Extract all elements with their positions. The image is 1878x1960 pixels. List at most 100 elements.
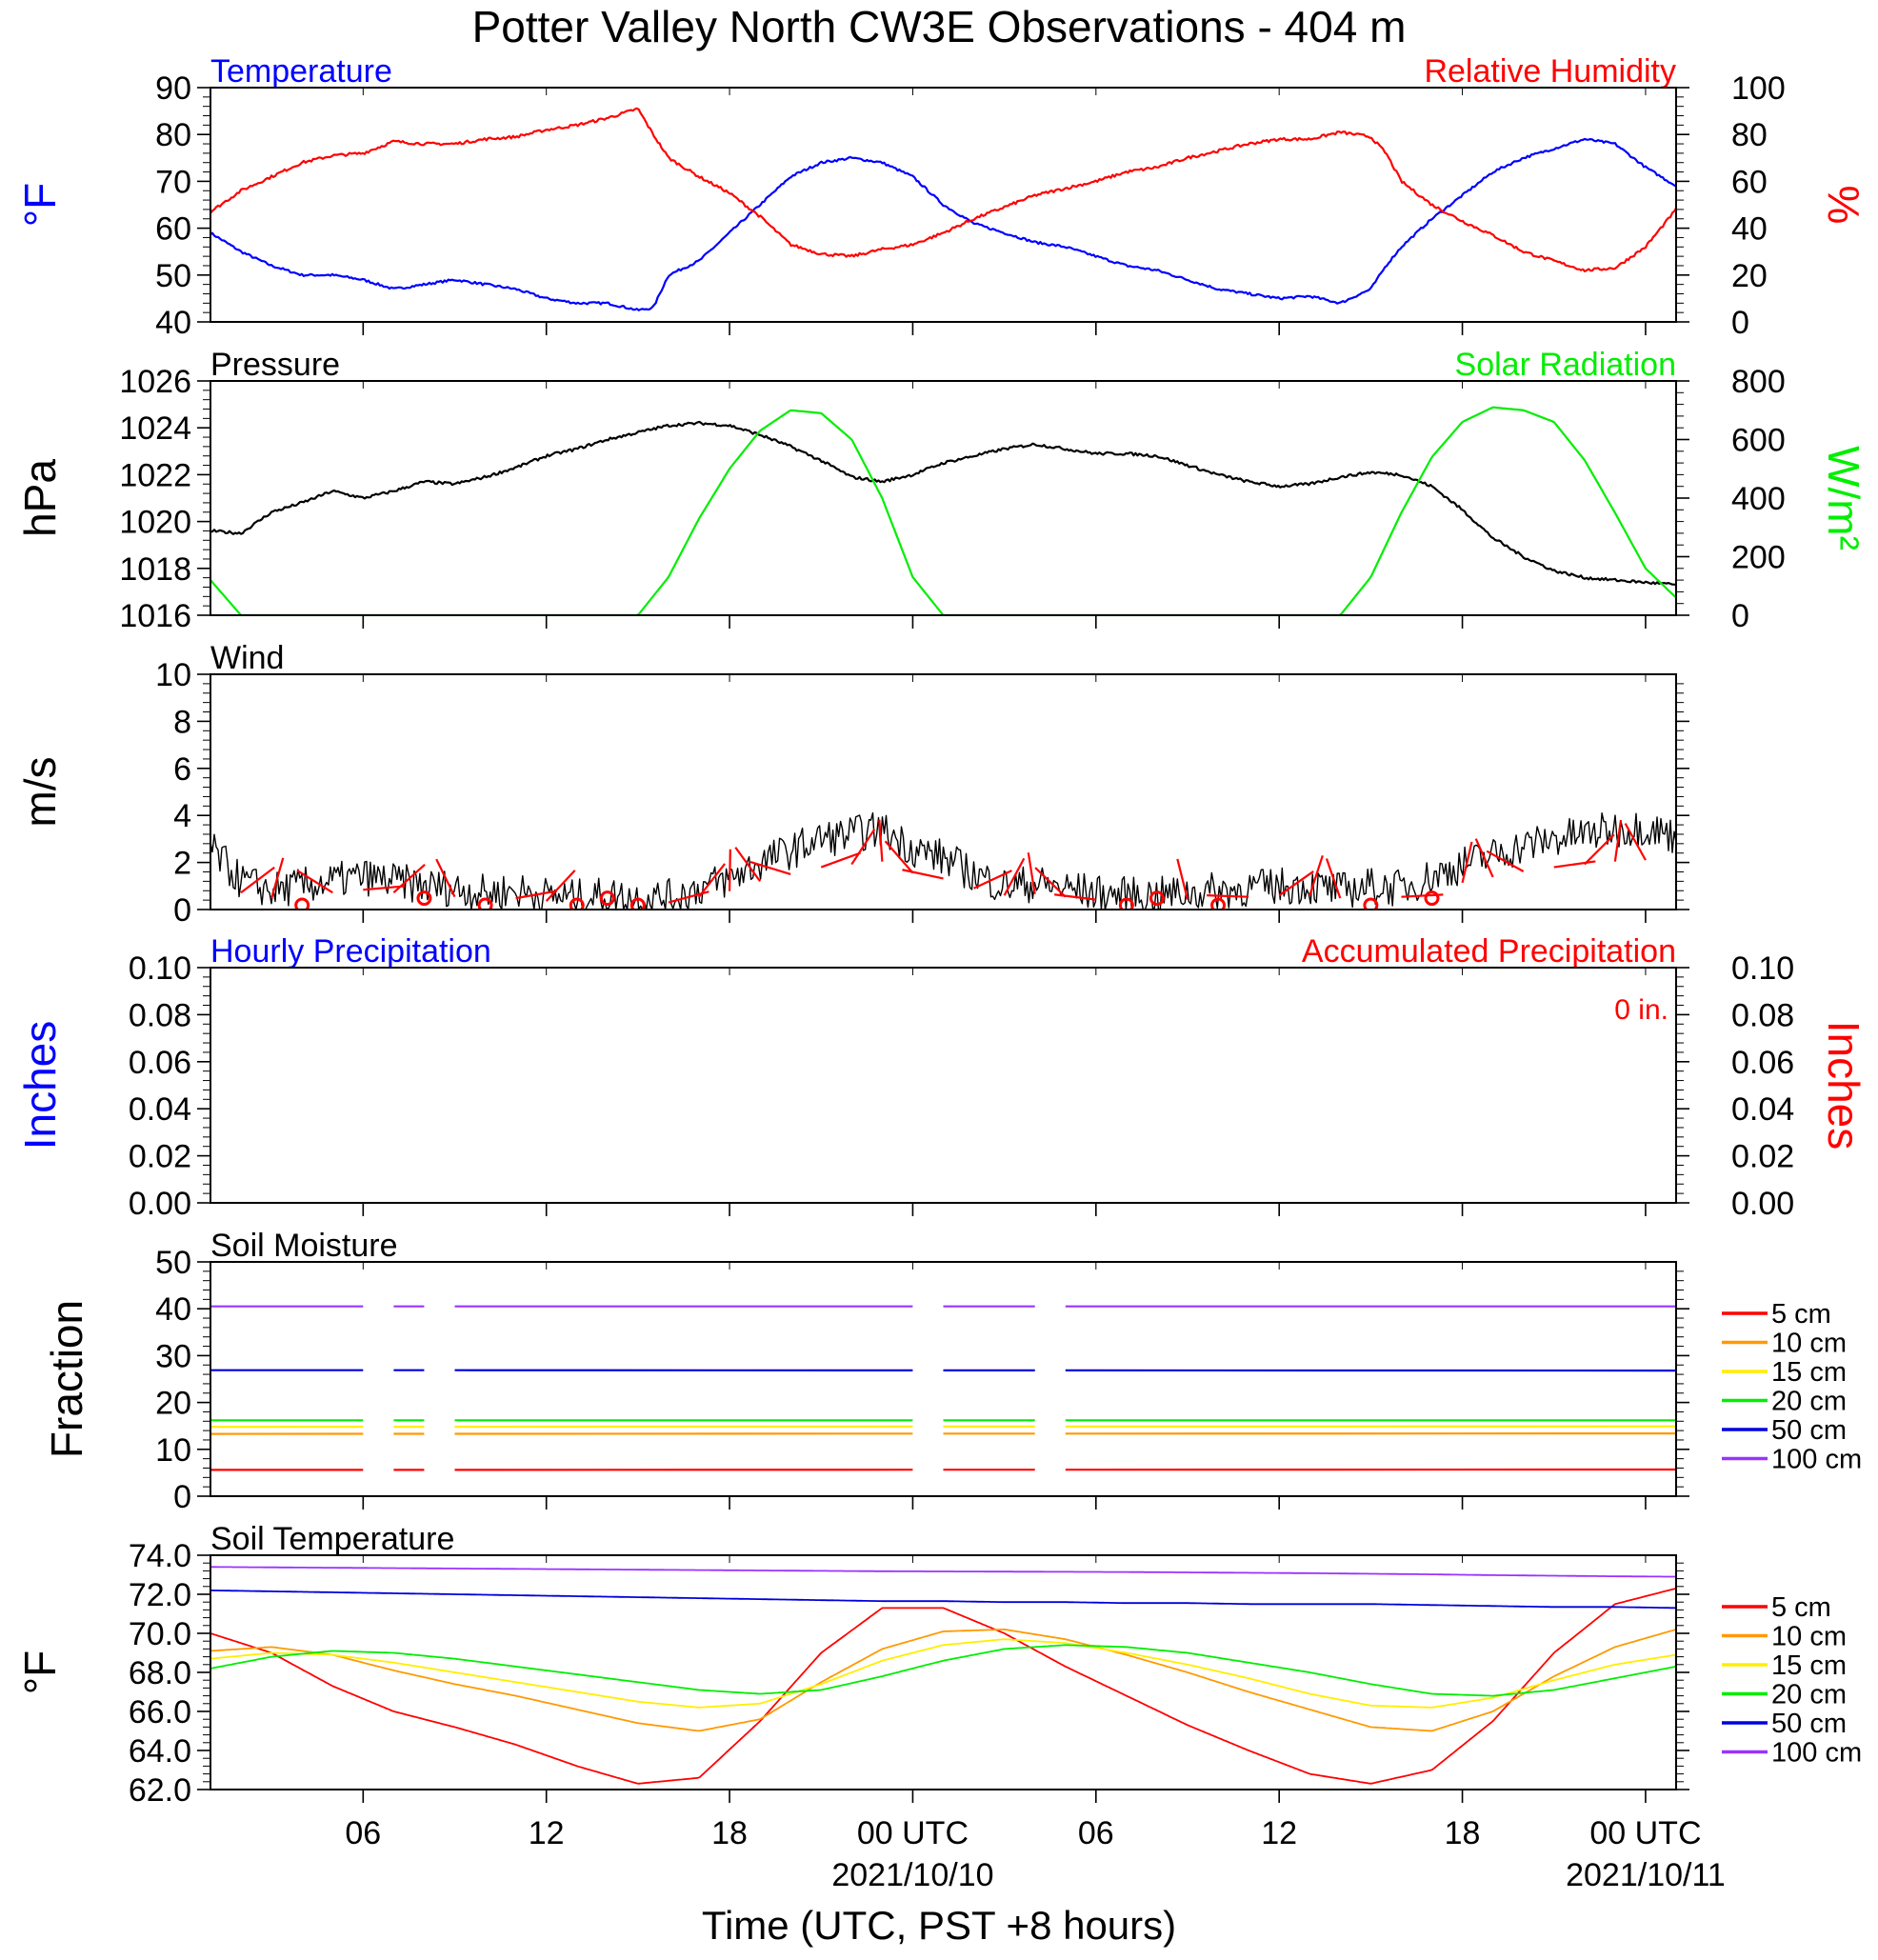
- legend-label: 20 cm: [1771, 1680, 1847, 1710]
- legend-label: 10 cm: [1771, 1622, 1847, 1652]
- panel-frame: [210, 673, 1677, 910]
- panel-title-right: Solar Radiation: [1455, 347, 1676, 383]
- series-line-10-cm: [210, 1629, 1676, 1732]
- series-line-15-cm: [210, 1425, 1676, 1429]
- wind-barb: [1003, 857, 1026, 896]
- wind-barb: [1054, 893, 1096, 901]
- panel-frame: [210, 87, 1677, 323]
- series-line-pressure: [210, 420, 1676, 587]
- wind-barb: [545, 870, 576, 902]
- wind-barb: [734, 847, 762, 883]
- y-tick-label-left: 60: [155, 211, 191, 248]
- calm-marker: [599, 890, 615, 907]
- series-line-15-cm: [210, 1638, 1676, 1709]
- wind-barb: [1325, 858, 1342, 899]
- series-line-100-cm: [210, 1566, 1676, 1578]
- wind-barb: [902, 869, 944, 880]
- chart-title: Potter Valley North CW3E Observations - …: [472, 2, 1407, 51]
- y-tick-label-right: 0.04: [1731, 1091, 1794, 1128]
- calm-marker: [1363, 897, 1379, 910]
- calm-marker: [1424, 890, 1440, 907]
- wind-barb: [1486, 850, 1525, 872]
- y-tick-label-left: 0.00: [129, 1186, 191, 1222]
- y-tick-label-left: 1026: [119, 364, 191, 400]
- calm-marker: [1210, 897, 1227, 910]
- y-axis-label-left: Fraction: [42, 1300, 91, 1458]
- y-axis-label-right: W/m²: [1819, 446, 1868, 550]
- y-tick-label-left: 8: [173, 704, 191, 740]
- y-tick-label-right: 100: [1731, 70, 1786, 107]
- x-tick-label: 12: [1261, 1815, 1297, 1851]
- wind-barb: [435, 858, 456, 898]
- panel-title-left: Soil Moisture: [210, 1228, 398, 1264]
- y-tick-label-left: 0.06: [129, 1045, 191, 1081]
- series-line-relative-humidity: [210, 107, 1676, 272]
- panel-title-left: Temperature: [210, 53, 392, 90]
- y-tick-label-right: 40: [1731, 211, 1768, 248]
- y-axis-label-left: °F: [15, 183, 65, 228]
- wind-barb: [240, 866, 275, 894]
- panel-4: 0.00 0.02 0.04 0.06 0.08 0.10 0.00 0.02 0.04 0.06…: [15, 933, 1868, 1222]
- x-tick-date-label: 2021/10/11: [1566, 1857, 1726, 1893]
- wind-barb: [1027, 852, 1036, 894]
- wind-barb: [1176, 858, 1189, 900]
- wind-barb: [850, 829, 876, 866]
- y-tick-label-left: 1022: [119, 457, 191, 493]
- legend-label: 50 cm: [1771, 1415, 1847, 1446]
- x-tick-label: 00 UTC: [1589, 1815, 1701, 1851]
- plot-area: [210, 1566, 1676, 1785]
- y-tick-label-left: 2: [173, 846, 191, 882]
- legend-label: 100 cm: [1771, 1738, 1862, 1769]
- legend-label: 15 cm: [1771, 1357, 1847, 1388]
- y-tick-label-left: 70: [155, 164, 191, 200]
- y-tick-label-left: 0.10: [129, 950, 191, 987]
- legend-label: 5 cm: [1771, 1299, 1831, 1330]
- y-tick-label-left: 0.04: [129, 1091, 191, 1128]
- panel-6: 62.064.066.068.070.072.074.0 Soil Tempera…: [15, 1521, 1862, 1809]
- wind-barb: [1034, 867, 1067, 898]
- y-tick-label-left: 20: [155, 1386, 191, 1422]
- panel-1: 40 50 60 70 80 90 0 20 40 60 80 100 Temperature Relat…: [15, 53, 1868, 341]
- x-tick-label: 18: [1445, 1815, 1481, 1851]
- wind-barb: [884, 840, 914, 874]
- y-tick-label-left: 40: [155, 1291, 191, 1328]
- y-tick-label-left: 30: [155, 1338, 191, 1374]
- y-tick-label-right: 0.08: [1731, 997, 1794, 1033]
- y-tick-label-right: 0.00: [1731, 1186, 1794, 1222]
- y-tick-label-left: 10: [155, 1432, 191, 1469]
- wind-barb: [515, 890, 558, 900]
- y-tick-label-left: 0.08: [129, 997, 191, 1033]
- panel-title-left: Wind: [210, 640, 284, 676]
- y-tick-label-right: 60: [1731, 164, 1768, 200]
- y-tick-label-left: 50: [155, 258, 191, 294]
- panel-2: 1016 1018 1020 1022 1024 1026 0 200 400 600 800 Pre…: [15, 347, 1868, 634]
- y-tick-label-left: 0.02: [129, 1139, 191, 1175]
- y-tick-label-right: 0: [1731, 305, 1749, 341]
- calm-marker: [629, 897, 646, 910]
- series-line-wind-speed: [210, 811, 1676, 910]
- y-tick-label-left: 72.0: [129, 1577, 191, 1613]
- wind-barb: [270, 857, 285, 899]
- plot-area: [210, 1305, 1676, 1471]
- y-tick-label-right: 0.02: [1731, 1139, 1794, 1175]
- plot-area: [210, 811, 1676, 910]
- y-tick-label-right: 0.06: [1731, 1045, 1794, 1081]
- y-tick-label-left: 80: [155, 117, 191, 153]
- y-tick-label-left: 66.0: [129, 1694, 191, 1730]
- y-tick-label-right: 20: [1731, 258, 1768, 294]
- calm-marker: [1118, 897, 1134, 910]
- calm-marker: [1149, 890, 1165, 907]
- wind-barb: [973, 870, 1012, 890]
- y-tick-label-left: 62.0: [129, 1772, 191, 1809]
- wind-barb: [878, 819, 884, 862]
- x-axis-label: Time (UTC, PST +8 hours): [702, 1903, 1176, 1948]
- y-tick-label-left: 64.0: [129, 1733, 191, 1770]
- x-axis: 06 12 18 00 UTC 2021/10/10 06 12 18 00 UTC 2021/1…: [345, 1815, 1725, 1893]
- wind-barb: [1309, 854, 1324, 896]
- y-tick-label-right: 400: [1731, 481, 1786, 517]
